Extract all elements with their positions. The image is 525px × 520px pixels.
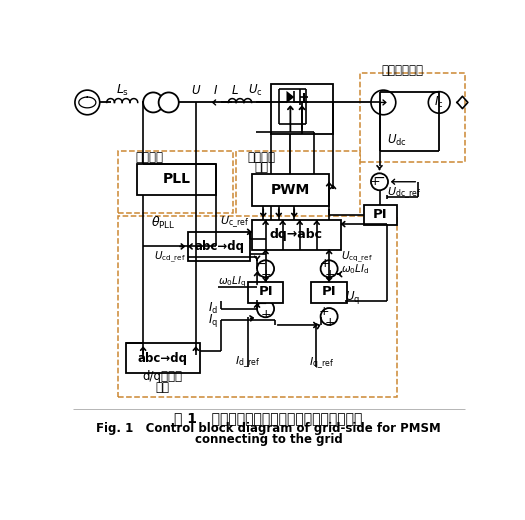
- Text: 环节: 环节: [254, 161, 268, 174]
- Text: $U_{\rm cq\_ref}$: $U_{\rm cq\_ref}$: [341, 250, 373, 265]
- Text: $U_{\rm q}$: $U_{\rm q}$: [344, 289, 360, 306]
- Bar: [236, 151, 360, 243]
- Text: $+$: $+$: [318, 305, 329, 318]
- Text: $I$: $I$: [213, 84, 218, 97]
- Text: $-$: $-$: [255, 257, 267, 270]
- Text: $U_{\rm cd\_ref}$: $U_{\rm cd\_ref}$: [154, 250, 186, 265]
- Circle shape: [257, 301, 274, 317]
- Text: 图 1   并网永磁直驱风机网侧变流控制系统框图: 图 1 并网永磁直驱风机网侧变流控制系统框图: [174, 411, 363, 425]
- Text: $U_{\rm c\_ref}$: $U_{\rm c\_ref}$: [220, 215, 249, 230]
- Circle shape: [143, 93, 163, 112]
- Bar: [271, 84, 333, 134]
- Polygon shape: [287, 91, 294, 103]
- Text: $U_{\rm dc\_ref}$: $U_{\rm dc\_ref}$: [387, 186, 422, 201]
- Text: $+$: $+$: [260, 268, 271, 281]
- Text: dq→abc: dq→abc: [269, 228, 322, 241]
- Circle shape: [321, 261, 338, 277]
- Text: 机侧等值系统: 机侧等值系统: [382, 63, 424, 76]
- Text: $+$: $+$: [319, 257, 330, 270]
- Text: 系统: 系统: [155, 381, 170, 394]
- Text: $+$: $+$: [369, 175, 381, 188]
- Text: 锁相环节: 锁相环节: [135, 151, 163, 164]
- Text: PI: PI: [258, 285, 273, 298]
- Circle shape: [257, 261, 274, 277]
- Bar: [248, 282, 284, 303]
- Circle shape: [371, 90, 396, 115]
- Bar: [118, 151, 233, 213]
- Text: $\theta_{\rm PLL}$: $\theta_{\rm PLL}$: [151, 215, 176, 230]
- Text: $L_{\rm s}$: $L_{\rm s}$: [117, 83, 130, 98]
- Text: $\omega_0 LI_{\rm q}$: $\omega_0 LI_{\rm q}$: [217, 275, 246, 289]
- Text: abc→dq: abc→dq: [138, 352, 187, 365]
- Circle shape: [321, 308, 338, 325]
- Text: Fig. 1   Control block diagram of grid-side for PMSM: Fig. 1 Control block diagram of grid-sid…: [96, 422, 441, 435]
- Circle shape: [159, 93, 179, 112]
- Text: PLL: PLL: [162, 173, 191, 187]
- Bar: [311, 282, 347, 303]
- Text: $U$: $U$: [191, 84, 201, 97]
- Text: $U_{\rm dc}$: $U_{\rm dc}$: [387, 134, 407, 149]
- Text: PI: PI: [322, 285, 337, 298]
- Text: $-$: $-$: [256, 297, 267, 310]
- Text: $I_{\rm c}$: $I_{\rm c}$: [434, 95, 444, 110]
- Circle shape: [371, 173, 388, 190]
- Bar: [251, 220, 341, 250]
- Bar: [188, 232, 250, 261]
- Text: $U_{\rm c}$: $U_{\rm c}$: [248, 83, 263, 98]
- Bar: [251, 174, 329, 206]
- Circle shape: [75, 90, 100, 115]
- Bar: [126, 343, 200, 373]
- Text: PWM: PWM: [271, 183, 310, 197]
- Text: abc→dq: abc→dq: [194, 240, 244, 253]
- Bar: [118, 216, 397, 397]
- Bar: [364, 205, 396, 225]
- Bar: [137, 164, 216, 195]
- Bar: [360, 73, 465, 162]
- Text: $+$: $+$: [323, 268, 335, 281]
- Text: d/q轴控制: d/q轴控制: [142, 370, 183, 383]
- Text: $-$: $-$: [373, 170, 385, 184]
- Text: $I_{\rm q\_ref}$: $I_{\rm q\_ref}$: [309, 355, 334, 371]
- Text: PI: PI: [373, 209, 387, 222]
- Text: $I_{\rm q}$: $I_{\rm q}$: [208, 312, 218, 329]
- Text: $I_{\rm d\_ref}$: $I_{\rm d\_ref}$: [235, 355, 260, 370]
- Text: $L$: $L$: [230, 84, 238, 97]
- Text: $I_{\rm d}$: $I_{\rm d}$: [208, 301, 218, 316]
- Text: 载波调制: 载波调制: [247, 151, 275, 164]
- Text: $+$: $+$: [260, 308, 271, 321]
- Text: $+$: $+$: [323, 316, 335, 329]
- Text: $\omega_0 LI_{\rm d}$: $\omega_0 LI_{\rm d}$: [341, 262, 369, 276]
- Circle shape: [428, 92, 450, 113]
- Text: connecting to the grid: connecting to the grid: [195, 433, 342, 446]
